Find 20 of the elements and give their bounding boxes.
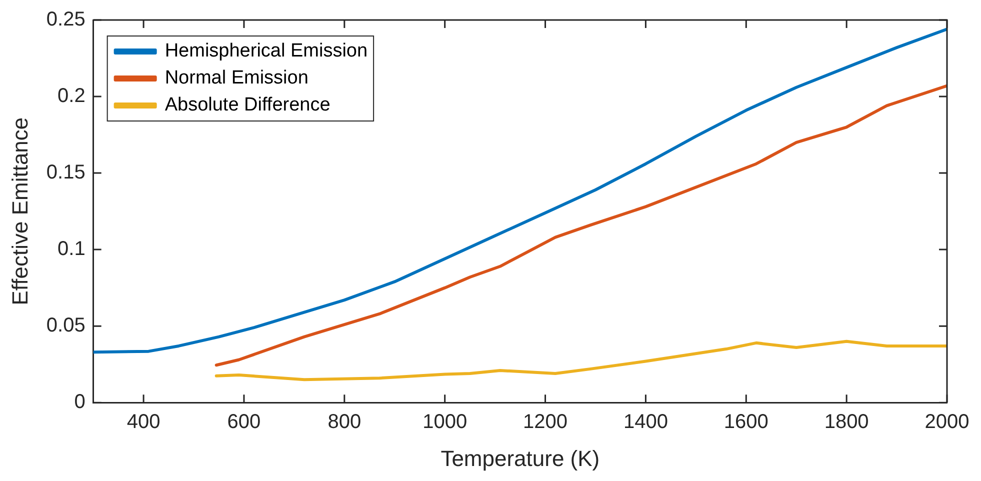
y-tick-label: 0.25 [46, 8, 86, 31]
x-tick-label: 2000 [924, 411, 970, 434]
y-tick-label: 0.15 [46, 162, 86, 184]
x-tick-label: 1800 [824, 411, 869, 434]
y-tick-label: 0.05 [46, 314, 86, 337]
x-tick-label: 1200 [523, 411, 568, 434]
y-tick-label: 0.2 [58, 85, 86, 108]
legend-label: Hemispherical Emission [164, 40, 368, 62]
y-axis-title: Effective Emittance [7, 117, 32, 306]
x-tick-label: 800 [328, 411, 362, 434]
x-tick-label: 600 [227, 411, 261, 434]
x-axis-title: Temperature (K) [440, 446, 600, 471]
legend-label: Normal Emission [164, 68, 308, 89]
y-tick-label: 0 [74, 391, 86, 414]
x-tick-label: 1000 [422, 411, 468, 434]
x-tick-label: 1600 [724, 411, 768, 434]
x-tick-label: 1400 [623, 411, 668, 434]
y-tick-label: 0.1 [58, 238, 86, 260]
legend-label: Absolute Difference [164, 94, 330, 116]
x-tick-label: 400 [126, 411, 160, 434]
